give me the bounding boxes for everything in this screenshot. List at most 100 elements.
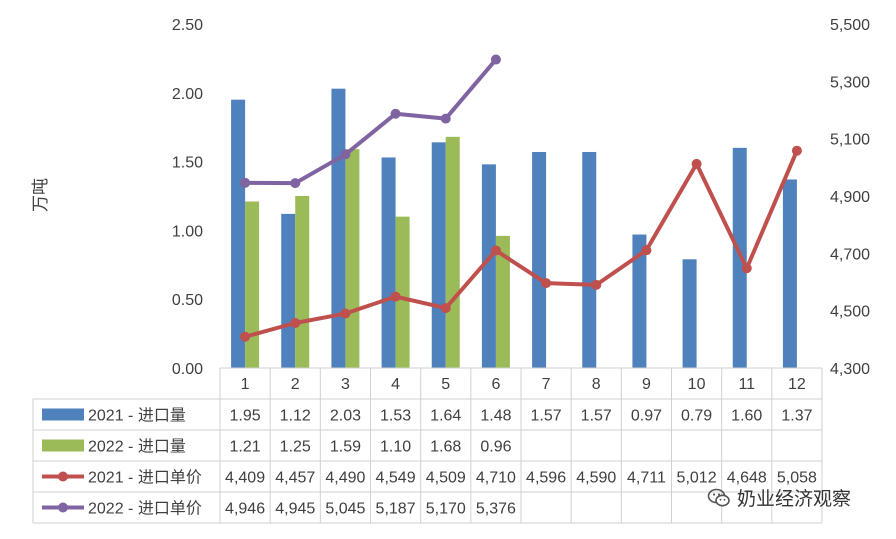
data-label: 1.68 [430,439,461,456]
legend-marker [58,502,68,513]
data-point [741,263,752,274]
y-tick-label: 0.00 [172,361,203,378]
data-point [390,108,401,119]
x-tick-label: 1 [241,376,250,393]
x-tick-label: 11 [738,376,755,393]
x-tick-label: 10 [688,376,706,393]
bar [245,201,260,368]
data-label: 4,596 [526,470,566,487]
x-tick-label: 9 [642,376,651,393]
data-label: 4,409 [225,470,265,487]
y2-tick-label: 5,100 [830,132,870,149]
y2-tick-label: 5,500 [830,17,870,34]
bar [481,164,496,368]
y2-tick-label: 4,900 [830,189,870,206]
bar [231,99,246,369]
data-point [340,149,351,160]
y-axis-label: 万吨 [31,178,50,212]
data-label: 4,711 [627,470,666,487]
data-label: 4,509 [426,470,466,487]
bar [632,234,647,368]
data-point [490,54,501,65]
data-label: 1.64 [430,408,461,425]
x-tick-label: 6 [491,376,500,393]
data-label: 4,946 [225,501,265,518]
wechat-icon [707,488,730,506]
data-label: 5,058 [777,470,817,487]
bar [782,179,797,368]
data-label: 1.25 [280,439,311,456]
data-label: 1.12 [280,408,311,425]
bar [445,136,460,368]
data-label: 4,457 [275,470,315,487]
y-tick-label: 2.50 [172,17,203,34]
x-tick-label: 3 [341,376,350,393]
data-label: 1.37 [781,408,812,425]
x-tick-label: 5 [441,376,450,393]
data-label: 1.21 [230,439,261,456]
data-label: 2.03 [330,408,361,425]
bar [295,196,310,368]
legend-label: 2022 - 进口量 [88,438,186,456]
y-tick-label: 0.50 [172,292,203,309]
data-point [240,177,251,188]
bar [331,88,346,368]
data-label: 4,945 [275,501,315,518]
bar [682,259,697,368]
data-label: 1.57 [531,408,562,425]
data-point [791,145,802,156]
data-point [340,308,351,319]
data-label: 0.96 [480,439,511,456]
data-point [390,291,401,302]
x-tick-label: 8 [592,376,601,393]
x-tick-label: 4 [391,376,400,393]
bar [495,235,510,368]
y-tick-label: 2.00 [172,86,203,103]
y-tick-label: 1.00 [172,223,203,240]
data-point [240,331,251,342]
y2-tick-label: 5,300 [830,74,870,91]
legend-label: 2021 - 进口单价 [88,469,202,487]
data-label: 5,376 [476,501,516,518]
y2-tick-label: 4,500 [830,304,870,321]
bar [345,149,360,368]
legend-label: 2022 - 进口单价 [88,500,202,518]
legend-swatch [42,408,84,421]
data-label: 4,590 [576,470,616,487]
data-label: 4,710 [476,470,516,487]
data-label: 1.57 [581,408,612,425]
data-point [490,245,501,256]
y2-tick-label: 4,300 [830,361,870,378]
data-label: 4,648 [727,470,767,487]
data-label: 1.48 [480,408,511,425]
series-line [244,149,799,339]
y-tick-label: 1.50 [172,155,203,172]
data-point [541,278,552,289]
watermark: 奶业经济观察 [707,484,851,511]
data-label: 5,187 [376,501,416,518]
data-point [290,317,301,328]
x-tick-label: 2 [291,376,300,393]
data-label: 5,170 [426,501,466,518]
data-label: 1.60 [731,408,762,425]
watermark-text: 奶业经济观察 [737,488,852,510]
bar [431,142,446,368]
bar [281,213,296,368]
series-line [245,58,498,186]
data-point [641,245,652,256]
data-label: 1.53 [380,408,411,425]
data-label: 1.10 [380,439,411,456]
data-point [440,303,451,314]
data-point [440,113,451,124]
data-point [691,158,702,169]
bar [532,151,547,368]
data-label: 4,490 [325,470,365,487]
x-tick-label: 7 [542,376,551,393]
data-label: 0.79 [681,408,712,425]
bar [395,216,410,368]
data-point [290,178,301,189]
x-tick-label: 12 [788,376,806,393]
bar [381,157,396,368]
data-label: 5,045 [325,501,365,518]
legend-swatch [42,439,84,452]
